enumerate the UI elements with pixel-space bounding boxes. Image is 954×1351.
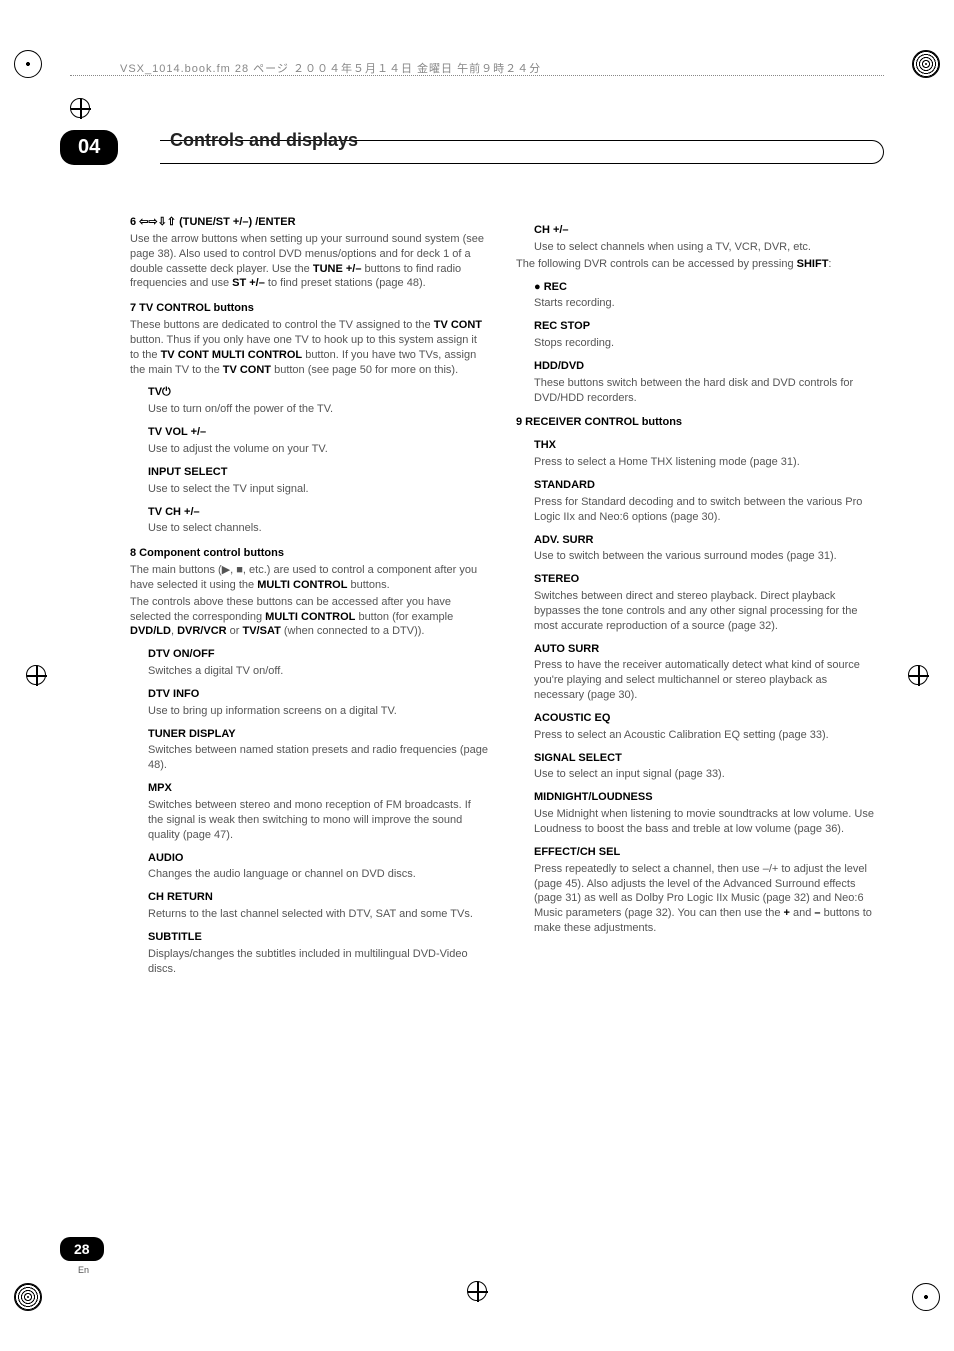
tv-ch-head: TV CH +/– <box>148 505 488 520</box>
audio-body: Changes the audio language or channel on… <box>148 867 488 882</box>
rec-head: ● REC <box>534 280 874 295</box>
print-header-rule <box>70 75 884 76</box>
tuner-display-head: TUNER DISPLAY <box>148 727 488 742</box>
midnight-loudness-body: Use Midnight when listening to movie sou… <box>534 807 874 837</box>
section-8-head: 8 Component control buttons <box>130 546 488 561</box>
signal-select-head: SIGNAL SELECT <box>534 751 874 766</box>
print-header: VSX_1014.book.fm 28 ページ ２００４年５月１４日 金曜日 午… <box>120 60 541 76</box>
dtv-onoff-body: Switches a digital TV on/off. <box>148 664 488 679</box>
section-9-head: 9 RECEIVER CONTROL buttons <box>516 415 874 430</box>
mpx-body: Switches between stereo and mono recepti… <box>148 798 488 843</box>
ch-return-head: CH RETURN <box>148 890 488 905</box>
adv-surr-body: Use to switch between the various surrou… <box>534 549 874 564</box>
standard-head: STANDARD <box>534 478 874 493</box>
crop-mark <box>908 665 928 685</box>
adv-surr-head: ADV. SURR <box>534 533 874 548</box>
ch-head: CH +/– <box>534 223 874 238</box>
section-6-head: 6 ⇦⇨⇩⇧ (TUNE/ST +/–) /ENTER <box>130 215 488 230</box>
crop-mark <box>70 98 90 118</box>
effect-ch-sel-head: EFFECT/CH SEL <box>534 845 874 860</box>
standard-body: Press for Standard decoding and to switc… <box>534 495 874 525</box>
registration-mark <box>912 50 940 78</box>
section-6-body: Use the arrow buttons when setting up yo… <box>130 232 488 291</box>
registration-mark <box>912 1283 940 1311</box>
tuner-display-body: Switches between named station presets a… <box>148 743 488 773</box>
input-select-head: INPUT SELECT <box>148 465 488 480</box>
subtitle-body: Displays/changes the subtitles included … <box>148 947 488 977</box>
stereo-head: STEREO <box>534 572 874 587</box>
chapter-number-badge: 04 <box>60 130 118 165</box>
hdd-dvd-head: HDD/DVD <box>534 359 874 374</box>
rec-stop-head: REC STOP <box>534 319 874 334</box>
tv-ch-body: Use to select channels. <box>148 521 488 536</box>
section-7-body: These buttons are dedicated to control t… <box>130 318 488 377</box>
signal-select-body: Use to select an input signal (page 33). <box>534 767 874 782</box>
dvr-intro: The following DVR controls can be access… <box>516 257 874 272</box>
crop-mark <box>467 1281 487 1301</box>
content-columns: 6 ⇦⇨⇩⇧ (TUNE/ST +/–) /ENTER Use the arro… <box>130 215 874 978</box>
hdd-dvd-body: These buttons switch between the hard di… <box>534 376 874 406</box>
input-select-body: Use to select the TV input signal. <box>148 482 488 497</box>
tv-vol-head: TV VOL +/– <box>148 425 488 440</box>
ch-return-body: Returns to the last channel selected wit… <box>148 907 488 922</box>
tv-power-head: TV⏻ <box>148 385 488 400</box>
acoustic-eq-body: Press to select an Acoustic Calibration … <box>534 728 874 743</box>
thx-head: THX <box>534 438 874 453</box>
chapter-title: Controls and displays <box>170 130 358 151</box>
right-column: CH +/– Use to select channels when using… <box>516 215 874 978</box>
registration-mark <box>14 1283 42 1311</box>
auto-surr-head: AUTO SURR <box>534 642 874 657</box>
crop-mark <box>26 665 46 685</box>
tv-power-body: Use to turn on/off the power of the TV. <box>148 402 488 417</box>
section-8-body2: The controls above these buttons can be … <box>130 595 488 640</box>
tv-vol-body: Use to adjust the volume on your TV. <box>148 442 488 457</box>
page-lang: En <box>78 1265 89 1275</box>
page-number-badge: 28 <box>60 1237 104 1261</box>
registration-mark <box>14 50 42 78</box>
effect-ch-sel-body: Press repeatedly to select a channel, th… <box>534 862 874 936</box>
auto-surr-body: Press to have the receiver automatically… <box>534 658 874 703</box>
rec-stop-body: Stops recording. <box>534 336 874 351</box>
mpx-head: MPX <box>148 781 488 796</box>
left-column: 6 ⇦⇨⇩⇧ (TUNE/ST +/–) /ENTER Use the arro… <box>130 215 488 978</box>
midnight-loudness-head: MIDNIGHT/LOUDNESS <box>534 790 874 805</box>
thx-body: Press to select a Home THX listening mod… <box>534 455 874 470</box>
subtitle-head: SUBTITLE <box>148 930 488 945</box>
rec-body: Starts recording. <box>534 296 874 311</box>
section-8-body1: The main buttons (▶, ■, etc.) are used t… <box>130 563 488 593</box>
ch-body: Use to select channels when using a TV, … <box>534 240 874 255</box>
dtv-info-head: DTV INFO <box>148 687 488 702</box>
dtv-info-body: Use to bring up information screens on a… <box>148 704 488 719</box>
audio-head: AUDIO <box>148 851 488 866</box>
section-7-head: 7 TV CONTROL buttons <box>130 301 488 316</box>
dtv-onoff-head: DTV ON/OFF <box>148 647 488 662</box>
stereo-body: Switches between direct and stereo playb… <box>534 589 874 634</box>
acoustic-eq-head: ACOUSTIC EQ <box>534 711 874 726</box>
